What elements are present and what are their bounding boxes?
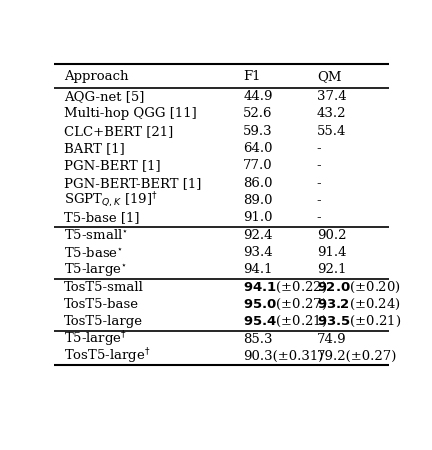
Text: 89.0: 89.0: [243, 194, 273, 207]
Text: 86.0: 86.0: [243, 177, 273, 190]
Text: T5-small$^{\star}$: T5-small$^{\star}$: [64, 228, 128, 242]
Text: -: -: [317, 159, 321, 172]
Text: TosT5-large$^{\dagger}$: TosT5-large$^{\dagger}$: [64, 346, 151, 366]
Text: CLC+BERT [21]: CLC+BERT [21]: [64, 125, 173, 138]
Text: PGN-BERT [1]: PGN-BERT [1]: [64, 159, 161, 172]
Text: T5-large$^{\star}$: T5-large$^{\star}$: [64, 261, 127, 279]
Text: 59.3: 59.3: [243, 125, 273, 138]
Text: $\mathbf{93.5}$(±0.21): $\mathbf{93.5}$(±0.21): [317, 314, 401, 329]
Text: Approach: Approach: [64, 70, 129, 83]
Text: -: -: [317, 194, 321, 207]
Text: 90.3(±0.31): 90.3(±0.31): [243, 350, 324, 363]
Text: TosT5-large: TosT5-large: [64, 315, 143, 328]
Text: 92.1: 92.1: [317, 263, 346, 276]
Text: 93.4: 93.4: [243, 246, 273, 259]
Text: QM: QM: [317, 70, 341, 83]
Text: 94.1: 94.1: [243, 263, 273, 276]
Text: TosT5-base: TosT5-base: [64, 298, 139, 311]
Text: TosT5-small: TosT5-small: [64, 281, 144, 294]
Text: 52.6: 52.6: [243, 108, 273, 121]
Text: $\mathbf{92.0}$(±0.20): $\mathbf{92.0}$(±0.20): [317, 279, 401, 295]
Text: $\mathbf{95.0}$(±0.27): $\mathbf{95.0}$(±0.27): [243, 297, 327, 312]
Text: 55.4: 55.4: [317, 125, 346, 138]
Text: -: -: [317, 142, 321, 155]
Text: $\mathbf{94.1}$(±0.22): $\mathbf{94.1}$(±0.22): [243, 279, 327, 295]
Text: T5-base [1]: T5-base [1]: [64, 212, 140, 225]
Text: AQG-net [5]: AQG-net [5]: [64, 90, 144, 103]
Text: F1: F1: [243, 70, 260, 83]
Text: 43.2: 43.2: [317, 108, 346, 121]
Text: 74.9: 74.9: [317, 333, 346, 346]
Text: 92.4: 92.4: [243, 229, 273, 242]
Text: 79.2(±0.27): 79.2(±0.27): [317, 350, 397, 363]
Text: 44.9: 44.9: [243, 90, 273, 103]
Text: SGPT$_{Q,K}$ [19]$^{\dagger}$: SGPT$_{Q,K}$ [19]$^{\dagger}$: [64, 191, 158, 210]
Text: BART [1]: BART [1]: [64, 142, 125, 155]
Text: 85.3: 85.3: [243, 333, 273, 346]
Text: T5-base$^{\star}$: T5-base$^{\star}$: [64, 246, 124, 260]
Text: 90.2: 90.2: [317, 229, 346, 242]
Text: Multi-hop QGG [11]: Multi-hop QGG [11]: [64, 108, 197, 121]
Text: PGN-BERT-BERT [1]: PGN-BERT-BERT [1]: [64, 177, 201, 190]
Text: 37.4: 37.4: [317, 90, 346, 103]
Text: 64.0: 64.0: [243, 142, 273, 155]
Text: 77.0: 77.0: [243, 159, 273, 172]
Text: $\mathbf{93.2}$(±0.24): $\mathbf{93.2}$(±0.24): [317, 297, 400, 312]
Text: T5-large$^{\dagger}$: T5-large$^{\dagger}$: [64, 329, 127, 349]
Text: $\mathbf{95.4}$(±0.21): $\mathbf{95.4}$(±0.21): [243, 314, 327, 329]
Text: -: -: [317, 212, 321, 225]
Text: 91.0: 91.0: [243, 212, 273, 225]
Text: -: -: [317, 177, 321, 190]
Text: 91.4: 91.4: [317, 246, 346, 259]
